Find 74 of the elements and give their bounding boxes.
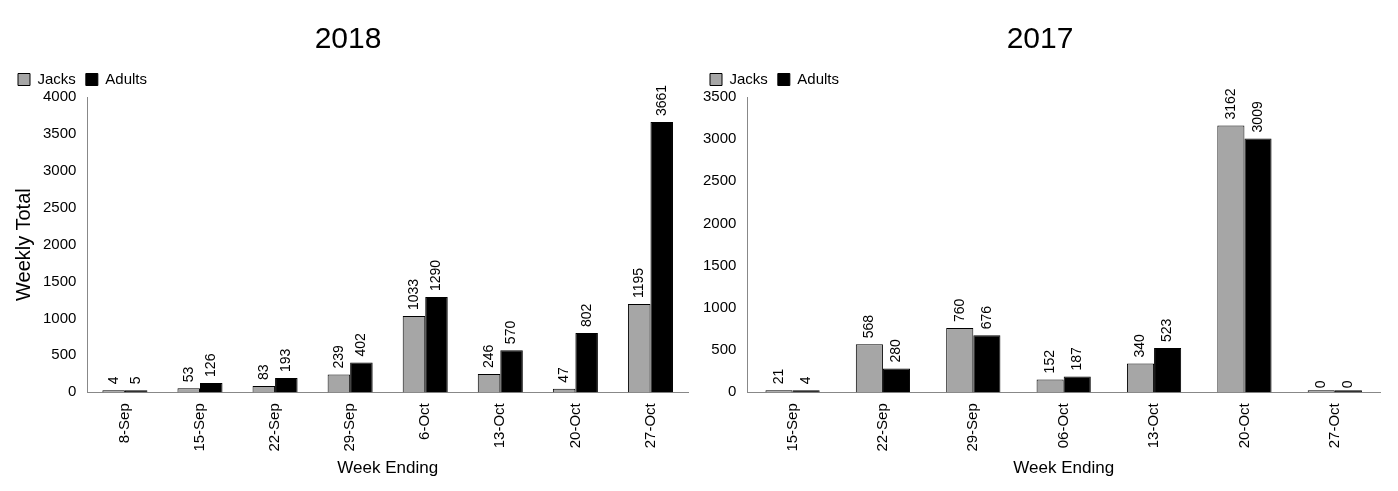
data-label: 0 bbox=[1339, 380, 1356, 389]
y-tick-label: 1500 bbox=[42, 271, 77, 289]
x-tick-label: 13-Oct bbox=[490, 402, 508, 449]
x-axis-title: Week Ending bbox=[337, 458, 439, 478]
y-tick-label: 1000 bbox=[42, 308, 77, 326]
y-tick-label: 500 bbox=[711, 340, 737, 358]
data-label: 47 bbox=[554, 366, 571, 383]
data-label: 3162 bbox=[1221, 88, 1238, 120]
x-tick-label: 20-Oct bbox=[1234, 402, 1252, 449]
data-label: 4 bbox=[104, 376, 121, 385]
x-tick-label: 15-Sep bbox=[782, 403, 800, 452]
x-tick-label: 22-Sep bbox=[873, 403, 891, 452]
data-label: 3661 bbox=[652, 84, 669, 117]
legend-label: Jacks bbox=[729, 69, 768, 87]
data-label: 1195 bbox=[630, 267, 647, 299]
y-tick-label: 500 bbox=[51, 345, 77, 363]
data-label: 5 bbox=[127, 376, 144, 385]
y-axis-title: Weekly Total bbox=[11, 188, 34, 301]
x-tick-label: 29-Sep bbox=[963, 403, 981, 452]
chart-title: 2017 bbox=[1006, 21, 1074, 55]
data-label: 1033 bbox=[404, 278, 421, 310]
data-label: 402 bbox=[352, 332, 369, 357]
x-tick-label: 29-Sep bbox=[340, 403, 358, 452]
data-label: 239 bbox=[329, 345, 346, 369]
y-tick-label: 0 bbox=[68, 382, 77, 400]
data-label: 152 bbox=[1040, 349, 1057, 374]
data-label: 568 bbox=[860, 314, 877, 339]
y-tick-label: 3500 bbox=[702, 87, 737, 105]
bar bbox=[199, 382, 223, 393]
x-tick-label: 15-Sep bbox=[190, 403, 208, 452]
bar bbox=[1063, 376, 1091, 393]
bar bbox=[882, 368, 911, 393]
x-tick-label: 6-Oct bbox=[415, 402, 433, 440]
y-tick-label: 1500 bbox=[702, 255, 737, 273]
data-label: 523 bbox=[1158, 318, 1175, 343]
x-tick-label: 27-Oct bbox=[1324, 402, 1342, 449]
y-tick-label: 2000 bbox=[42, 234, 77, 252]
data-label: 187 bbox=[1068, 346, 1085, 371]
data-label: 0 bbox=[1312, 380, 1329, 389]
legend-label: Jacks bbox=[37, 69, 76, 87]
legend-label: Adults bbox=[797, 69, 840, 87]
x-tick-label: 06-Oct bbox=[1053, 402, 1071, 449]
y-tick-label: 2000 bbox=[702, 213, 737, 231]
data-label: 676 bbox=[977, 305, 994, 330]
x-tick-label: 8-Sep bbox=[115, 403, 133, 444]
data-label: 193 bbox=[277, 348, 294, 372]
y-tick-label: 3000 bbox=[702, 129, 737, 147]
data-label: 802 bbox=[577, 303, 594, 328]
y-tick-label: 2500 bbox=[702, 171, 737, 189]
data-label: 760 bbox=[950, 298, 967, 323]
data-label: 83 bbox=[254, 364, 271, 381]
y-tick-label: 3000 bbox=[42, 160, 77, 178]
data-label: 280 bbox=[887, 339, 904, 363]
x-tick-label: 27-Oct bbox=[640, 402, 658, 449]
data-label: 246 bbox=[479, 344, 496, 369]
legend-label: Adults bbox=[105, 69, 148, 87]
y-tick-label: 4000 bbox=[42, 87, 77, 105]
y-tick-label: 1000 bbox=[702, 298, 737, 316]
data-label: 53 bbox=[179, 366, 196, 383]
data-label: 340 bbox=[1131, 333, 1148, 358]
y-tick-label: 3500 bbox=[42, 124, 77, 142]
data-label: 1290 bbox=[427, 259, 444, 292]
data-label: 3009 bbox=[1248, 101, 1265, 133]
x-tick-label: 20-Oct bbox=[565, 402, 583, 449]
x-axis-title: Week Ending bbox=[1013, 458, 1115, 478]
x-tick-label: 13-Oct bbox=[1144, 402, 1162, 449]
data-label: 4 bbox=[796, 376, 813, 385]
x-tick-label: 22-Sep bbox=[265, 403, 283, 452]
chart-title: 2018 bbox=[314, 21, 382, 55]
y-tick-label: 2500 bbox=[42, 197, 77, 215]
data-label: 21 bbox=[769, 368, 786, 385]
data-label: 126 bbox=[202, 353, 219, 377]
data-label: 570 bbox=[502, 320, 519, 345]
y-tick-label: 0 bbox=[728, 382, 737, 400]
